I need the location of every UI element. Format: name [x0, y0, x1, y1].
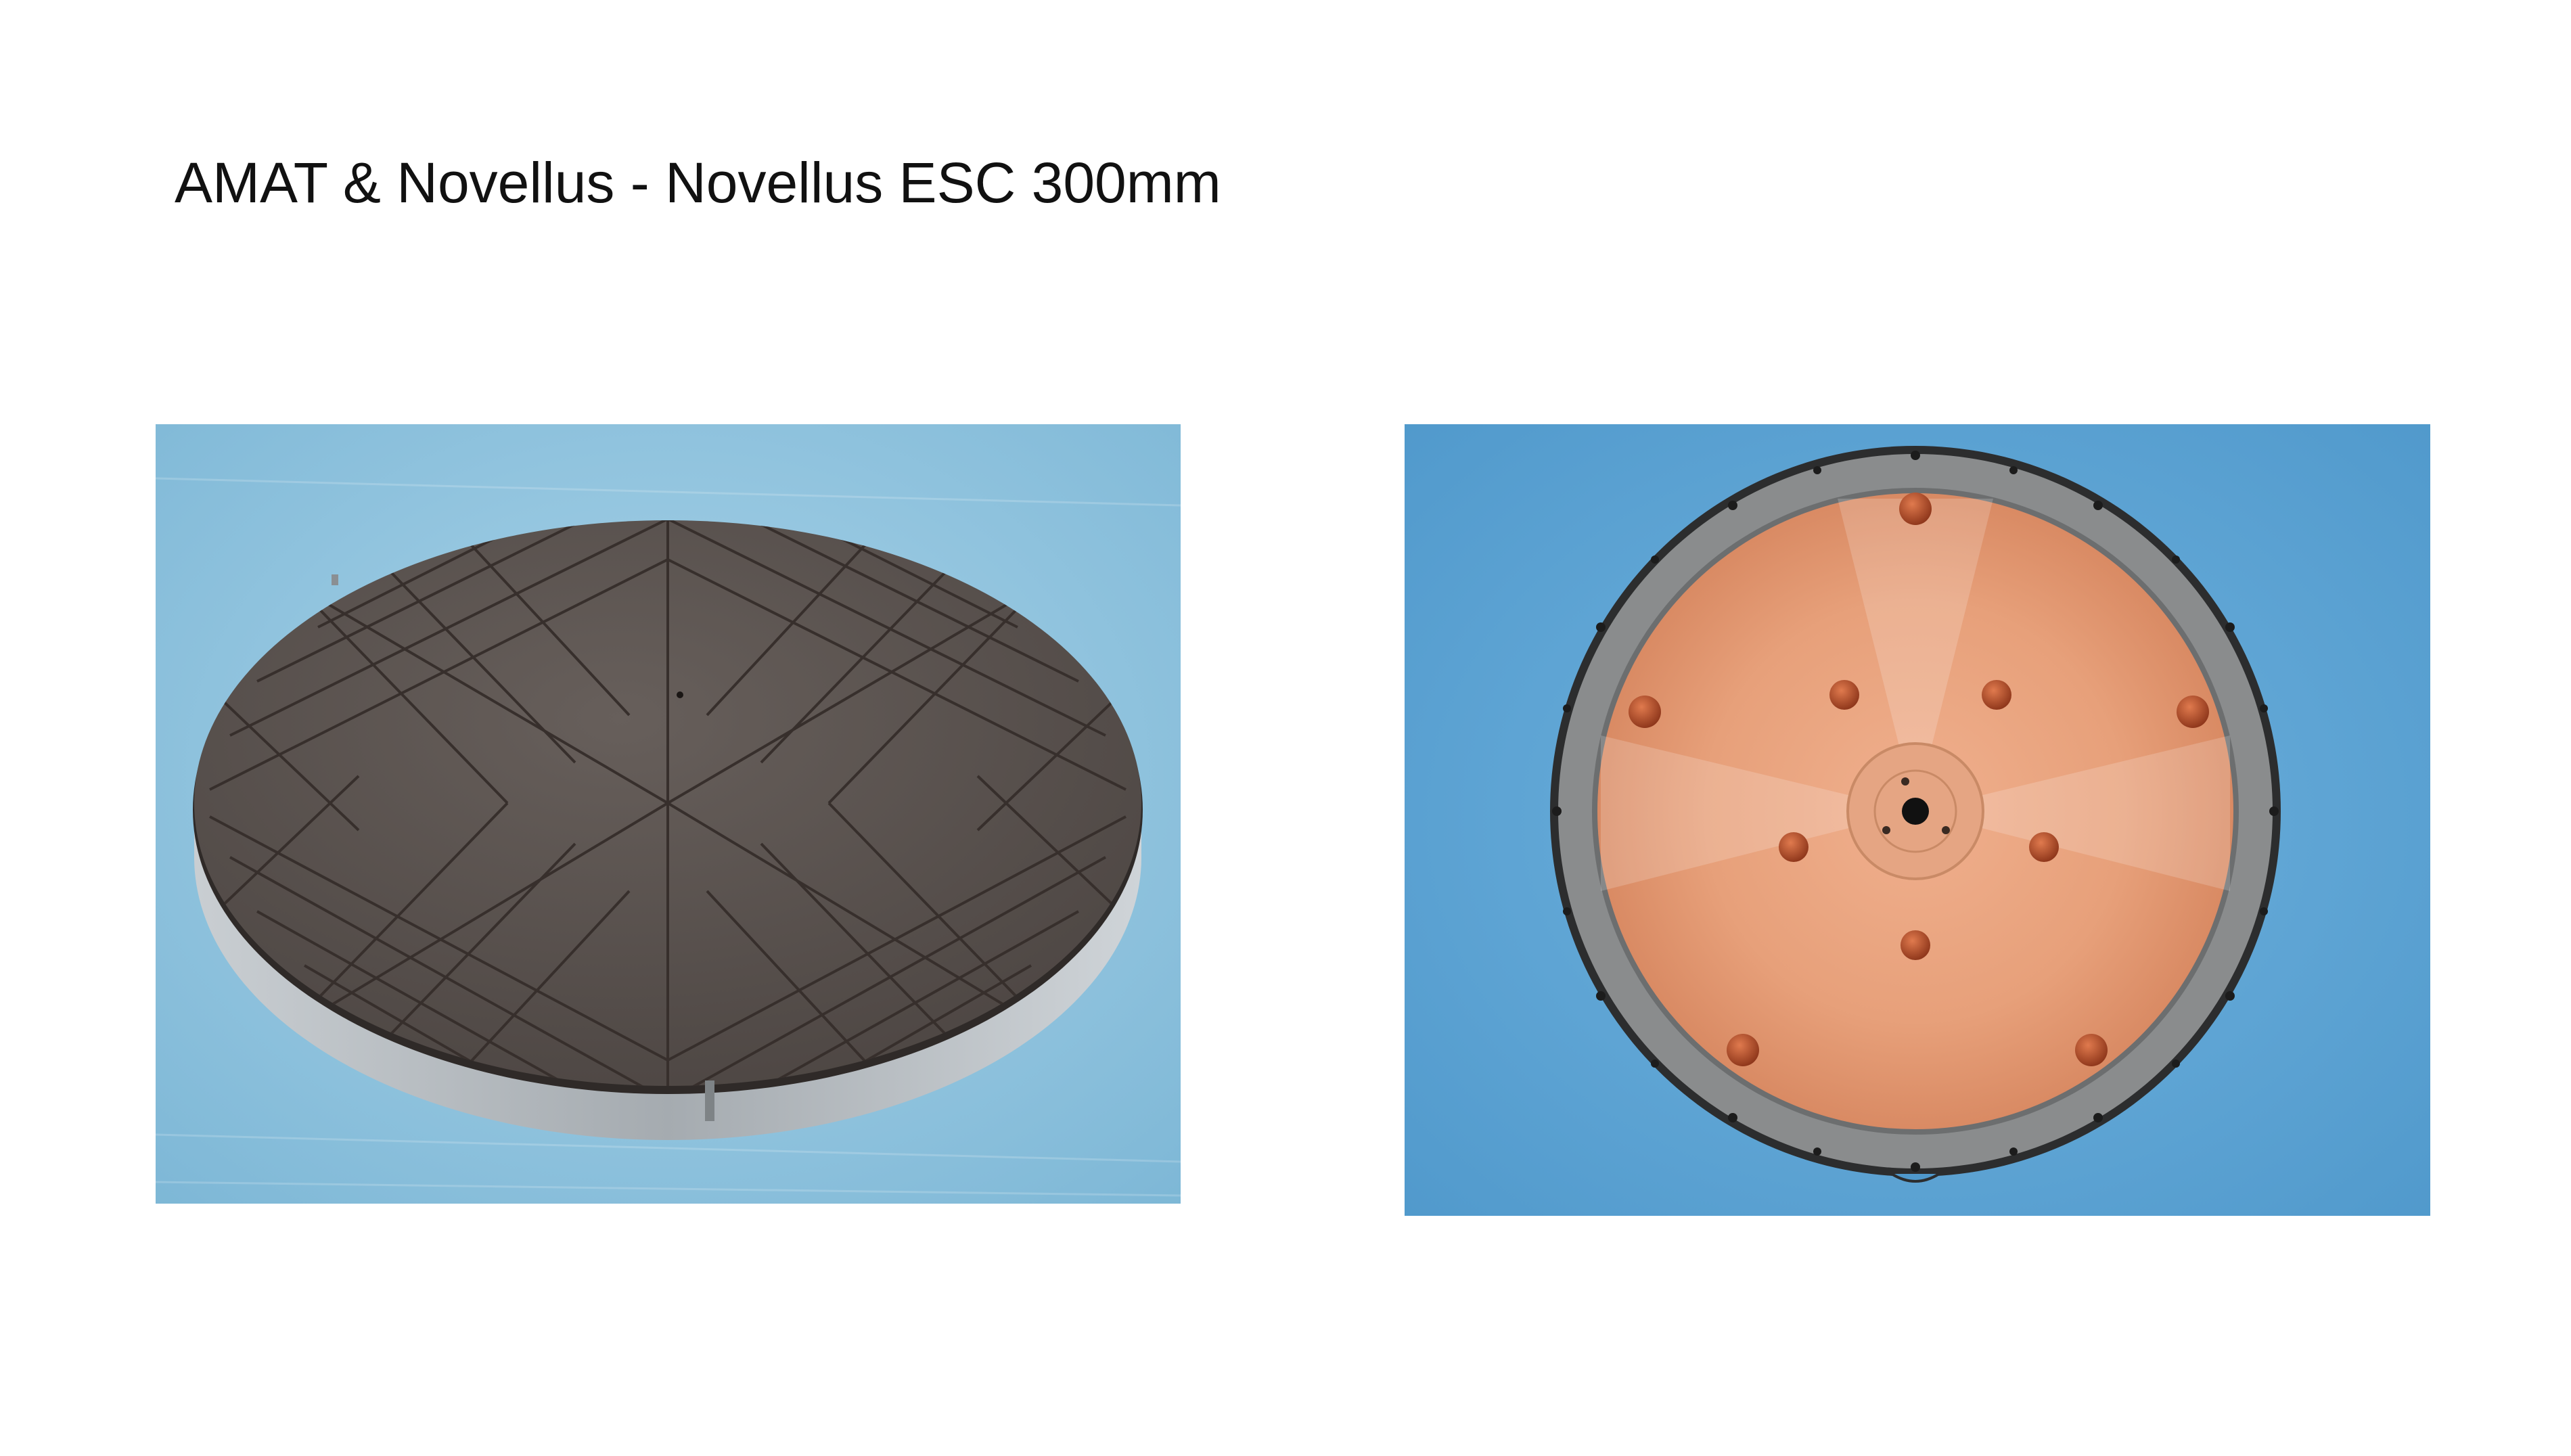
esc-bottom-photo	[1405, 424, 2430, 1216]
esc-top-image	[156, 424, 1181, 1204]
esc-bottom-image	[1405, 424, 2430, 1216]
page-title: AMAT & Novellus - Novellus ESC 300mm	[175, 151, 1221, 214]
esc-top-photo	[156, 424, 1181, 1204]
